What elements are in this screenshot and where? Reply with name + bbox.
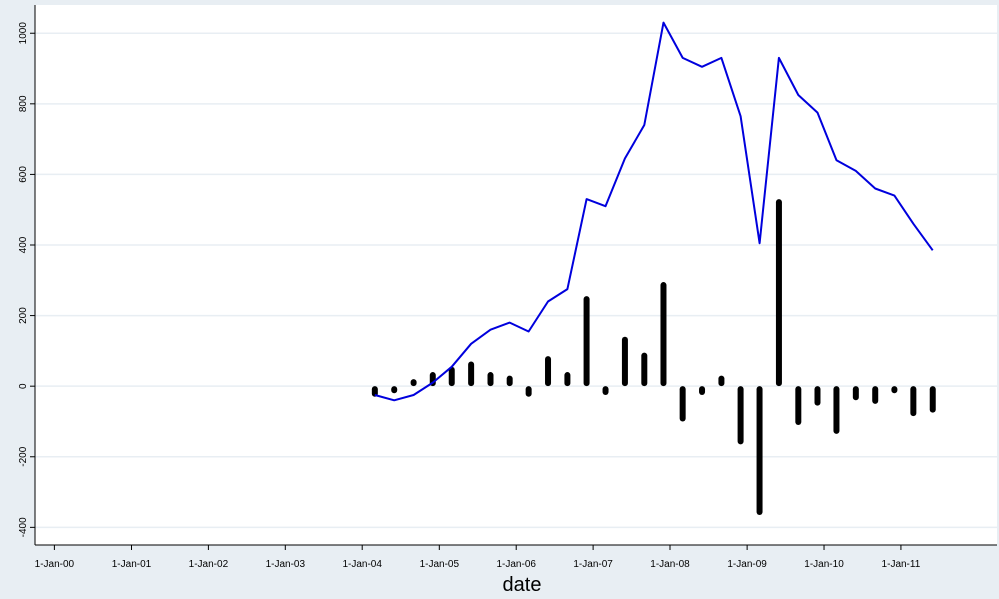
bar: [814, 386, 821, 406]
x-tick-label: 1-Jan-07: [573, 559, 613, 570]
grid-lines: [35, 32, 997, 529]
x-axis-ticks: 1-Jan-00 1-Jan-01 1-Jan-02 1-Jan-03 1-Jan-04…: [35, 545, 921, 570]
y-tick-label: 400: [18, 236, 29, 253]
bar: [525, 386, 532, 397]
y-tick-label: 600: [18, 166, 29, 183]
bar: [391, 386, 398, 394]
bar: [891, 386, 898, 394]
y-tick-label: 200: [18, 307, 29, 324]
x-tick-label: 1-Jan-08: [650, 559, 690, 570]
y-tick-label: 800: [18, 95, 29, 112]
x-tick-label: 1-Jan-11: [882, 559, 921, 570]
bar: [718, 375, 725, 387]
bar: [583, 296, 590, 387]
x-tick-label: 1-Jan-00: [35, 559, 75, 570]
plot-background: [35, 5, 997, 545]
bar: [737, 386, 744, 445]
line-series: [374, 21, 934, 402]
x-tick-label: 1-Jan-04: [342, 559, 382, 570]
bar: [795, 386, 802, 425]
series-line: [374, 21, 934, 402]
bar: [506, 375, 513, 387]
bar: [621, 336, 628, 387]
bar: [699, 386, 706, 395]
y-tick-label: -200: [18, 446, 29, 466]
y-axis-ticks: -400 -200 0 200 400 600 800 1000: [18, 22, 35, 537]
x-tick-label: 1-Jan-03: [266, 559, 306, 570]
bar: [929, 386, 936, 413]
bar: [448, 366, 455, 387]
bar: [679, 386, 686, 422]
y-tick-label: -400: [18, 517, 29, 537]
bar: [660, 282, 667, 387]
bar: [371, 386, 378, 397]
bar: [833, 386, 840, 434]
bar: [775, 199, 782, 387]
bar: [756, 386, 763, 515]
bar: [852, 386, 859, 401]
y-tick-label: 0: [18, 383, 29, 389]
bar: [564, 372, 571, 387]
x-tick-label: 1-Jan-09: [727, 559, 767, 570]
x-tick-label: 1-Jan-02: [189, 559, 229, 570]
x-tick-label: 1-Jan-10: [804, 559, 844, 570]
x-tick-label: 1-Jan-01: [112, 559, 152, 570]
bar: [545, 356, 552, 387]
x-tick-label: 1-Jan-05: [420, 559, 460, 570]
bar: [410, 379, 417, 387]
bar: [641, 352, 648, 387]
bar: [487, 372, 494, 387]
y-tick-label: 1000: [18, 22, 29, 45]
bar: [468, 361, 475, 387]
x-tick-label: 1-Jan-06: [496, 559, 536, 570]
bar: [872, 386, 879, 404]
bar: [602, 386, 609, 395]
bar-series: [371, 199, 936, 515]
bar: [910, 386, 917, 417]
x-axis-title: date: [503, 574, 542, 596]
